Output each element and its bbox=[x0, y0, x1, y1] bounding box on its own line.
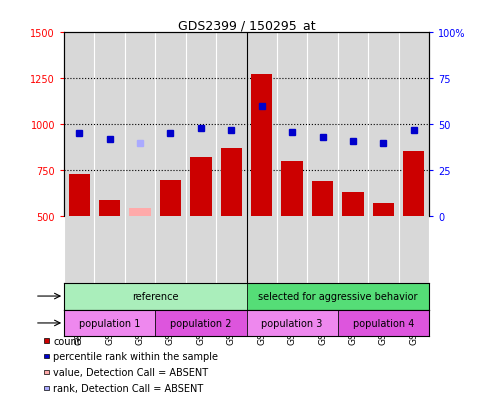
Bar bbox=[312, 182, 333, 217]
Bar bbox=[282, 161, 303, 217]
Bar bbox=[160, 180, 181, 217]
Bar bbox=[398, 33, 429, 217]
Bar bbox=[342, 193, 363, 217]
Bar bbox=[64, 33, 95, 217]
Text: rank, Detection Call = ABSENT: rank, Detection Call = ABSENT bbox=[53, 383, 204, 393]
Bar bbox=[338, 33, 368, 217]
Bar bbox=[155, 310, 246, 337]
Bar bbox=[277, 33, 307, 217]
Text: population 3: population 3 bbox=[261, 318, 323, 328]
Bar bbox=[69, 175, 90, 217]
Bar bbox=[246, 283, 429, 310]
Bar bbox=[190, 158, 211, 217]
Bar bbox=[186, 33, 216, 217]
Text: population 4: population 4 bbox=[352, 318, 414, 328]
Text: value, Detection Call = ABSENT: value, Detection Call = ABSENT bbox=[53, 367, 209, 377]
Bar bbox=[99, 200, 120, 217]
Bar bbox=[125, 33, 155, 217]
Bar bbox=[64, 310, 155, 337]
Bar bbox=[130, 209, 151, 217]
Bar bbox=[403, 152, 424, 217]
Bar bbox=[95, 33, 125, 217]
Bar bbox=[64, 283, 246, 310]
Bar bbox=[338, 310, 429, 337]
Bar bbox=[368, 33, 398, 217]
Text: selected for aggressive behavior: selected for aggressive behavior bbox=[258, 291, 418, 301]
Bar bbox=[246, 310, 338, 337]
Bar bbox=[216, 33, 246, 217]
Text: reference: reference bbox=[132, 291, 178, 301]
Bar bbox=[246, 33, 277, 217]
Bar bbox=[373, 204, 394, 217]
Text: population 2: population 2 bbox=[170, 318, 232, 328]
Bar bbox=[221, 149, 242, 217]
Bar bbox=[155, 33, 186, 217]
Bar bbox=[251, 75, 272, 217]
Bar bbox=[307, 33, 338, 217]
Text: count: count bbox=[53, 336, 81, 346]
Text: population 1: population 1 bbox=[79, 318, 141, 328]
Title: GDS2399 / 150295_at: GDS2399 / 150295_at bbox=[177, 19, 316, 32]
Text: percentile rank within the sample: percentile rank within the sample bbox=[53, 351, 218, 361]
